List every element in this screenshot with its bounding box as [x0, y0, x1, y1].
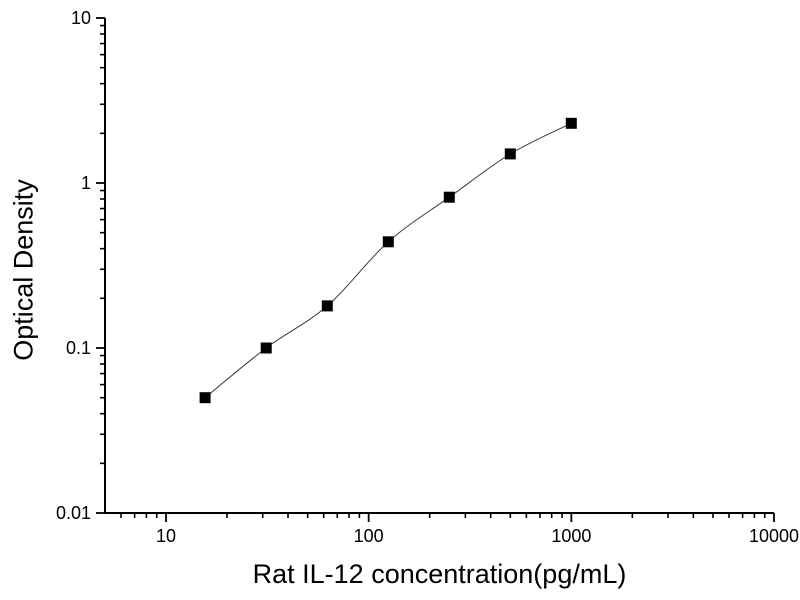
data-point-marker [443, 191, 455, 203]
y-tick-label: 1 [81, 173, 91, 193]
y-axis-title: Optical Density [8, 179, 39, 361]
data-point-marker [382, 236, 394, 248]
data-point-marker [321, 300, 333, 312]
y-tick-label: 0.01 [56, 503, 91, 523]
data-point-marker [260, 342, 272, 354]
x-tick-label: 10000 [749, 526, 799, 546]
data-point-marker [565, 117, 577, 129]
data-point-marker [199, 392, 211, 404]
y-tick-label: 0.1 [66, 338, 91, 358]
data-point-marker [504, 148, 516, 160]
x-axis-title: Rat IL-12 concentration(pg/mL) [252, 559, 627, 589]
fit-line [204, 122, 572, 399]
x-tick-label: 10 [156, 526, 176, 546]
x-tick-label: 100 [354, 526, 384, 546]
y-tick-label: 10 [71, 8, 91, 28]
x-tick-label: 1000 [551, 526, 591, 546]
